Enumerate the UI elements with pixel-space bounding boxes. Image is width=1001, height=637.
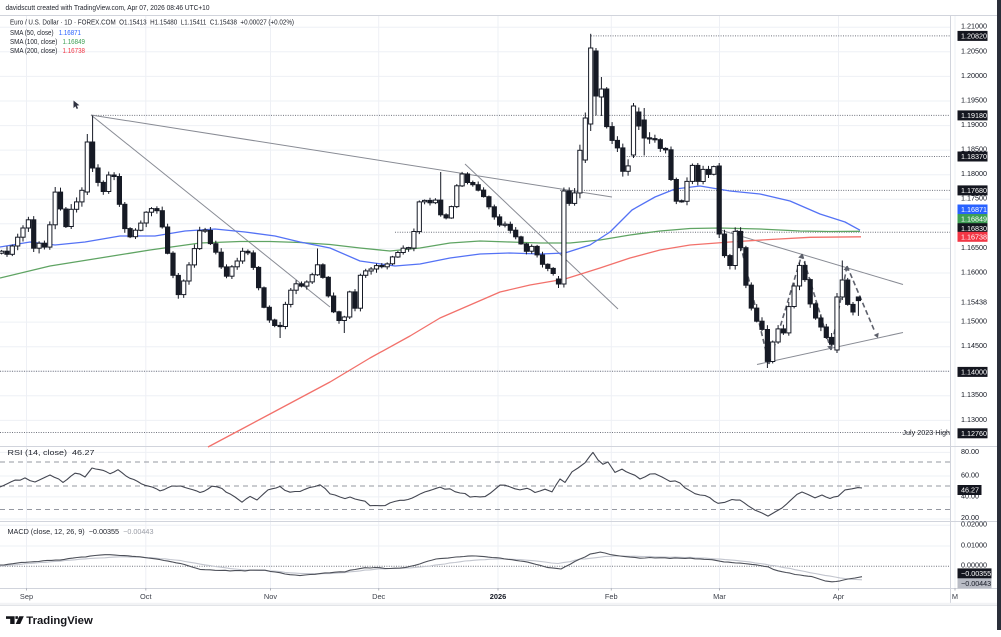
svg-text:Euro / U.S. Dollar · 1D · FORE: Euro / U.S. Dollar · 1D · FOREX.COM O1.1…: [10, 18, 294, 27]
svg-text:1.16500: 1.16500: [961, 243, 987, 252]
svg-text:1.16830: 1.16830: [961, 224, 987, 233]
svg-text:0.01000: 0.01000: [961, 540, 987, 549]
svg-text:1.17500: 1.17500: [961, 194, 987, 203]
svg-text:1.16849: 1.16849: [961, 215, 987, 224]
svg-text:1.18500: 1.18500: [961, 145, 987, 154]
svg-text:1.13000: 1.13000: [961, 415, 987, 424]
svg-text:0.00000: 0.00000: [961, 561, 987, 570]
svg-text:−0.00355: −0.00355: [961, 569, 991, 578]
svg-text:2026: 2026: [490, 592, 506, 601]
svg-text:Oct: Oct: [140, 592, 152, 601]
svg-text:1.19000: 1.19000: [961, 120, 987, 129]
svg-text:1.16871: 1.16871: [961, 205, 987, 214]
svg-text:Dec: Dec: [372, 592, 385, 601]
svg-text:1.18370: 1.18370: [961, 152, 987, 161]
svg-text:80.00: 80.00: [961, 447, 979, 456]
svg-text:Nov: Nov: [264, 592, 277, 601]
svg-text:Mar: Mar: [713, 592, 726, 601]
svg-text:1.15438: 1.15438: [961, 297, 987, 306]
svg-text:−0.00443: −0.00443: [961, 579, 991, 588]
svg-text:1.14000: 1.14000: [961, 368, 987, 377]
svg-text:Feb: Feb: [605, 592, 618, 601]
svg-text:1.12760: 1.12760: [961, 429, 987, 438]
svg-text:July 2023 High: July 2023 High: [902, 428, 950, 437]
svg-text:SMA (50, close) 1.16871: SMA (50, close) 1.16871: [10, 28, 81, 37]
svg-text:Apr: Apr: [833, 592, 845, 601]
svg-text:1.20000: 1.20000: [961, 71, 987, 80]
svg-text:1.16738: 1.16738: [961, 232, 987, 241]
svg-text:SMA (200, close) 1.16738: SMA (200, close) 1.16738: [10, 46, 85, 55]
svg-text:M: M: [952, 592, 958, 601]
svg-text:1.21000: 1.21000: [961, 22, 987, 31]
svg-text:1.16000: 1.16000: [961, 267, 987, 276]
svg-text:Sep: Sep: [20, 592, 33, 601]
svg-text:1.18000: 1.18000: [961, 169, 987, 178]
svg-text:TradingView: TradingView: [26, 615, 93, 627]
svg-text:SMA (100, close) 1.16849: SMA (100, close) 1.16849: [10, 37, 85, 46]
svg-text:1.14500: 1.14500: [961, 341, 987, 350]
svg-text:davidscutt created with Tradin: davidscutt created with TradingView.com,…: [6, 3, 210, 12]
svg-text:60.00: 60.00: [961, 470, 979, 479]
svg-text:RSI (14, close) 46.27: RSI (14, close) 46.27: [8, 448, 95, 457]
svg-text:20.00: 20.00: [961, 513, 979, 522]
svg-text:1.19180: 1.19180: [961, 111, 987, 120]
svg-text:40.00: 40.00: [961, 491, 979, 500]
svg-text:1.20500: 1.20500: [961, 46, 987, 55]
svg-text:1.13500: 1.13500: [961, 390, 987, 399]
svg-text:46.27: 46.27: [961, 486, 979, 495]
svg-text:1.15000: 1.15000: [961, 317, 987, 326]
svg-text:1.20820: 1.20820: [961, 32, 987, 41]
svg-text:0.02000: 0.02000: [961, 520, 987, 529]
svg-text:1.17680: 1.17680: [961, 186, 987, 195]
svg-text:MACD (close, 12, 26, 9) −0.00: MACD (close, 12, 26, 9) −0.00355 −0.0044…: [8, 527, 154, 536]
svg-text:1.19500: 1.19500: [961, 95, 987, 104]
